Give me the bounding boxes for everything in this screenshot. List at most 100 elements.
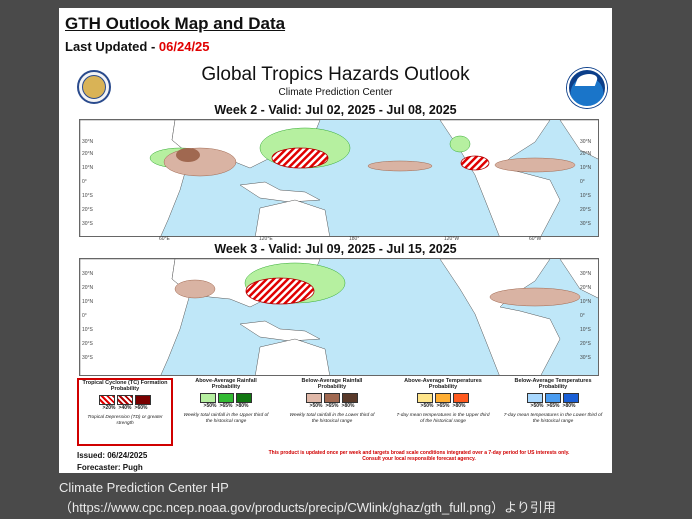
source-caption-line1: Climate Prediction Center HP bbox=[59, 480, 229, 495]
greenland-land bbox=[559, 259, 598, 299]
legend-swatch bbox=[563, 393, 579, 403]
legend-rain-above: Above-Average Rainfall Probability >50% … bbox=[181, 378, 271, 446]
lat-label: 20°N bbox=[580, 285, 592, 291]
lat-label: 30°S bbox=[580, 221, 591, 227]
legend-note: Weekly total rainfall in the Lower third… bbox=[289, 413, 375, 424]
update-notice: This product is updated once per week an… bbox=[229, 450, 609, 462]
legend-swatch bbox=[417, 393, 433, 403]
source-caption-line2: （https://www.cpc.ncep.noaa.gov/products/… bbox=[59, 500, 556, 515]
legend-swatch bbox=[236, 393, 252, 403]
lat-label: 30°N bbox=[82, 271, 94, 277]
legend-swatch bbox=[324, 393, 340, 403]
legend-temp-above: Above-Average Temperatures Probability >… bbox=[395, 378, 491, 446]
legend-swatch bbox=[99, 395, 115, 405]
last-updated: Last Updated - 06/24/25 bbox=[65, 39, 210, 54]
legend-swatch bbox=[200, 393, 216, 403]
rain-below-central-pac bbox=[367, 160, 433, 172]
forecaster: Forecaster: Pugh bbox=[77, 463, 143, 472]
issued-date: Issued: 06/24/2025 bbox=[77, 451, 148, 460]
indonesia-land bbox=[239, 181, 321, 203]
lat-label: 20°S bbox=[82, 207, 93, 213]
map-sub-title: Climate Prediction Center bbox=[278, 87, 393, 98]
lat-label: 20°S bbox=[580, 341, 591, 347]
legend-level: >40% bbox=[118, 405, 132, 411]
legend-swatch bbox=[135, 395, 151, 405]
lat-label: 20°S bbox=[82, 341, 93, 347]
lat-label: 20°N bbox=[580, 151, 592, 157]
week2-title: Week 2 - Valid: Jul 02, 2025 - Jul 08, 2… bbox=[214, 103, 457, 117]
legend-swatch bbox=[218, 393, 234, 403]
legend-swatch bbox=[117, 395, 133, 405]
lat-label: 30°S bbox=[82, 355, 93, 361]
lat-label: 20°N bbox=[82, 285, 94, 291]
legend-level: >65% bbox=[325, 403, 339, 409]
lon-label: 60°E bbox=[159, 236, 170, 242]
update-notice-line: Consult your local responsible forecast … bbox=[362, 456, 476, 462]
lat-label: 10°N bbox=[580, 299, 592, 305]
lat-label: 0° bbox=[82, 179, 87, 185]
legend-temp-below: Below-Average Temperatures Probability >… bbox=[503, 378, 603, 446]
legend-note: Tropical Depression (TD) or greater stre… bbox=[87, 415, 163, 426]
lat-label: 10°S bbox=[82, 327, 93, 333]
legend-swatch bbox=[342, 393, 358, 403]
greenland-land bbox=[559, 120, 598, 160]
legend-title: Tropical Cyclone (TC) Formation Probabil… bbox=[82, 380, 168, 392]
legend-note: Weekly total rainfall in the Upper third… bbox=[183, 413, 269, 424]
lon-label: 60°W bbox=[529, 236, 542, 242]
last-updated-date: 06/24/25 bbox=[158, 39, 210, 54]
legend-level: >50% bbox=[420, 403, 434, 409]
lat-label: 0° bbox=[580, 179, 585, 185]
lon-label: 120°W bbox=[444, 236, 460, 242]
noaa-logo bbox=[567, 68, 607, 108]
tc-week3-wpac bbox=[245, 277, 315, 305]
legend-swatch bbox=[435, 393, 451, 403]
lat-label: 30°N bbox=[580, 139, 592, 145]
lat-label: 0° bbox=[580, 313, 585, 319]
legend-tc-formation: Tropical Cyclone (TC) Formation Probabil… bbox=[77, 378, 173, 446]
legend-level: >50% bbox=[203, 403, 217, 409]
legend-title: Above-Average Temperatures Probability bbox=[404, 378, 482, 390]
australia-land bbox=[255, 338, 330, 375]
legend-swatch bbox=[545, 393, 561, 403]
lat-label: 20°S bbox=[580, 207, 591, 213]
lat-label: 10°S bbox=[82, 193, 93, 199]
legend-rain-below: Below-Average Rainfall Probability >50% … bbox=[287, 378, 377, 446]
legend-title: Below-Average Temperatures Probability bbox=[514, 378, 592, 390]
legend-title: Above-Average Rainfall Probability bbox=[195, 378, 257, 390]
legend-level: >65% bbox=[219, 403, 233, 409]
lat-label: 0° bbox=[82, 313, 87, 319]
rain-above-mexico bbox=[449, 135, 471, 153]
last-updated-label: Last Updated - bbox=[65, 39, 159, 54]
lon-label: 180° bbox=[349, 236, 360, 242]
lon-label: 120°E bbox=[259, 236, 273, 242]
update-notice-line: This product is updated once per week an… bbox=[268, 450, 570, 456]
week3-map: 30°N 20°N 10°N 0° 10°S 20°S 30°S 30°N 20… bbox=[79, 258, 599, 376]
week2-map: 30°N 20°N 10°N 0° 10°S 20°S 30°S 30°N 20… bbox=[79, 119, 599, 237]
lat-label: 30°N bbox=[82, 139, 94, 145]
indonesia-land bbox=[239, 320, 321, 342]
gth-outlook-heading: GTH Outlook Map and Data bbox=[65, 14, 286, 33]
tc-week2-epac bbox=[460, 155, 490, 171]
americas-land bbox=[439, 259, 561, 375]
legend-level: >80% bbox=[452, 403, 466, 409]
rain-below-atlantic bbox=[489, 287, 581, 307]
lat-label: 20°N bbox=[82, 151, 94, 157]
map-main-title: Global Tropics Hazards Outlook bbox=[201, 64, 470, 85]
legend-level: >60% bbox=[134, 405, 148, 411]
legend-level: >65% bbox=[436, 403, 450, 409]
rain-below-atlantic bbox=[494, 157, 576, 173]
tc-week2-wpac bbox=[271, 147, 329, 169]
legend-level: >50% bbox=[309, 403, 323, 409]
lat-label: 10°S bbox=[580, 327, 591, 333]
lat-label: 10°S bbox=[580, 193, 591, 199]
legend-level: >80% bbox=[562, 403, 576, 409]
rain-below-india-core bbox=[176, 148, 200, 162]
legend-note: 7-day mean temperatures in the Lower thi… bbox=[503, 413, 603, 424]
lat-label: 10°N bbox=[82, 165, 94, 171]
legend-note: 7-day mean temperatures in the Upper thi… bbox=[396, 413, 490, 424]
lat-label: 30°S bbox=[580, 355, 591, 361]
legend-swatch bbox=[527, 393, 543, 403]
gth-outlook-panel: GTH Outlook Map and Data Last Updated - … bbox=[59, 8, 612, 473]
rain-below-india bbox=[163, 147, 237, 177]
legend-level: >80% bbox=[341, 403, 355, 409]
